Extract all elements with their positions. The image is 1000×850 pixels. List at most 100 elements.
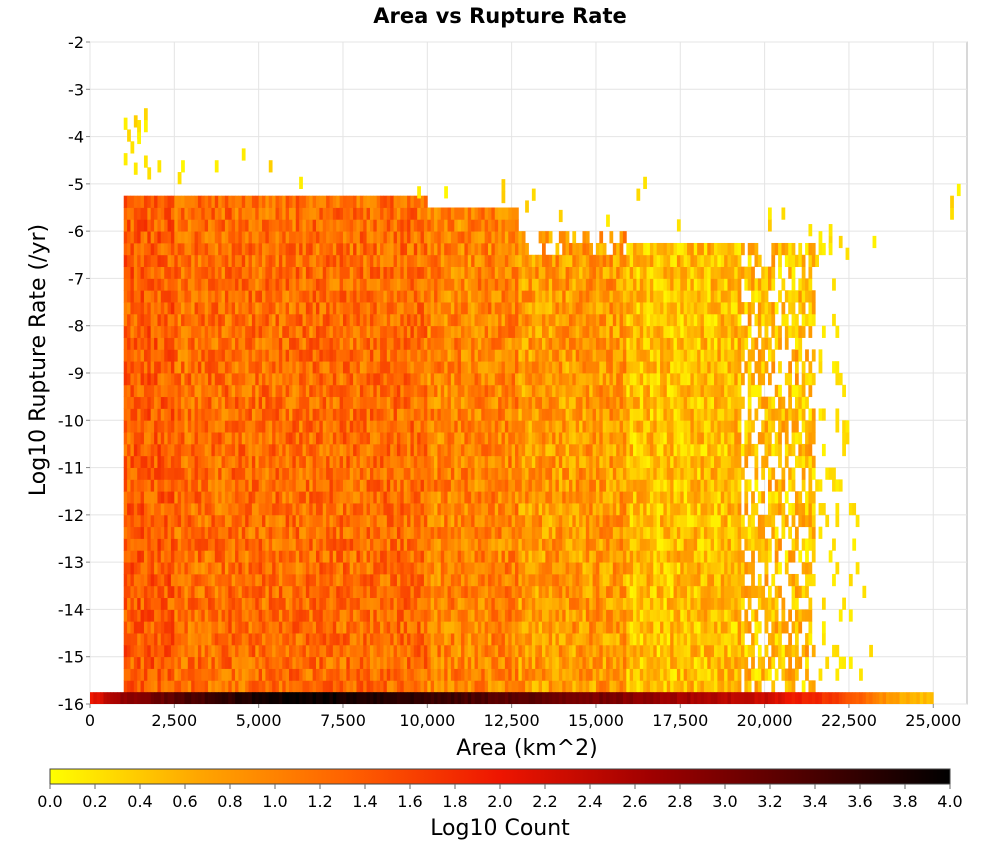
heatmap-cell [187,219,192,232]
heatmap-cell [143,302,148,315]
heatmap-cell [184,609,189,622]
heatmap-cell [285,526,290,539]
heatmap-cell [295,278,300,291]
heatmap-cell [315,644,320,658]
heatmap-cell [437,242,442,256]
heatmap-cell [322,254,327,268]
heatmap-cell [518,396,523,409]
heatmap-cell [160,408,165,421]
heatmap-cell [403,467,408,480]
heatmap-cell [127,633,131,646]
heatmap-cell [187,491,192,504]
heatmap-cell [417,396,421,409]
heatmap-cell [133,361,138,374]
heatmap-cell [366,302,371,315]
heatmap-cell [363,514,367,528]
heatmap-cell [245,621,249,634]
heatmap-cell [467,680,472,693]
heatmap-cell [515,609,519,622]
heatmap-cell [494,325,499,338]
heatmap-cell [133,562,138,575]
heatmap-cell [251,349,256,362]
heatmap-cell [312,396,317,409]
heatmap-cell [197,503,202,516]
heatmap-cell [444,609,448,622]
heatmap-cell [366,621,371,634]
heatmap-cell [326,420,330,433]
heatmap-cell [299,680,303,693]
heatmap-cell [133,337,138,350]
heatmap-cell [471,585,475,599]
heatmap-cell [515,644,519,658]
heatmap-cell [309,538,314,551]
heatmap-cell [363,313,367,327]
heatmap-cell [518,373,523,386]
heatmap-cell [501,680,506,693]
heatmap-cell [147,207,152,220]
heatmap-cell [127,467,131,480]
heatmap-cell [366,503,371,516]
heatmap-cell [461,219,465,232]
heatmap-cell [521,266,526,279]
heatmap-cell [231,420,236,433]
heatmap-cell [369,503,374,516]
heatmap-cell [137,231,141,244]
heatmap-cell [262,432,266,445]
heatmap-cell [515,254,519,268]
heatmap-cell [228,621,233,634]
heatmap-cell [181,231,185,244]
heatmap-cell [461,266,465,279]
heatmap-cell [511,491,516,504]
heatmap-cell [282,644,287,658]
heatmap-cell [184,526,189,539]
heatmap-cell [491,396,496,409]
heatmap-cell [208,526,212,539]
heatmap-cell [386,396,391,409]
heatmap-cell [170,313,175,327]
heatmap-cell [420,467,425,480]
heatmap-cell [133,325,138,338]
heatmap-cell [339,526,344,539]
heatmap-cell [265,231,270,244]
heatmap-cell [521,621,526,634]
heatmap-cell [194,231,199,244]
heatmap-cell [427,266,432,279]
heatmap-cell [245,337,249,350]
heatmap-cell [444,219,448,232]
heatmap-cell [224,467,229,480]
heatmap-cell [238,621,243,634]
heatmap-cell [241,337,246,350]
heatmap-cell [491,242,496,256]
heatmap-cell [262,514,266,528]
heatmap-cell [349,621,354,634]
heatmap-cell [363,325,367,338]
heatmap-cell [373,219,378,232]
heatmap-cell [434,621,438,634]
heatmap-cell [356,644,361,658]
heatmap-cell [440,621,445,634]
heatmap-cell [164,562,168,575]
heatmap-cell [150,597,155,610]
heatmap-cell [143,242,148,256]
heatmap-cell [349,254,354,268]
heatmap-cell [255,491,260,504]
heatmap-cell [262,526,266,539]
heatmap-cell [373,242,378,256]
heatmap-cell [393,491,398,504]
heatmap-cell [147,633,152,646]
heatmap-cell [211,609,216,622]
heatmap-cell [494,609,499,622]
heatmap-cell [417,503,421,516]
heatmap-cell [339,644,344,658]
heatmap-cell [258,668,263,681]
heatmap-cell [292,432,297,445]
heatmap-cell [228,455,233,468]
heatmap-cell [238,455,243,468]
heatmap-cell [521,432,526,445]
heatmap-cell [518,384,523,398]
heatmap-cell [373,302,378,315]
heatmap-cell [373,231,378,244]
heatmap-cell [282,231,287,244]
heatmap-cell [508,597,513,610]
heatmap-cell [356,562,361,575]
